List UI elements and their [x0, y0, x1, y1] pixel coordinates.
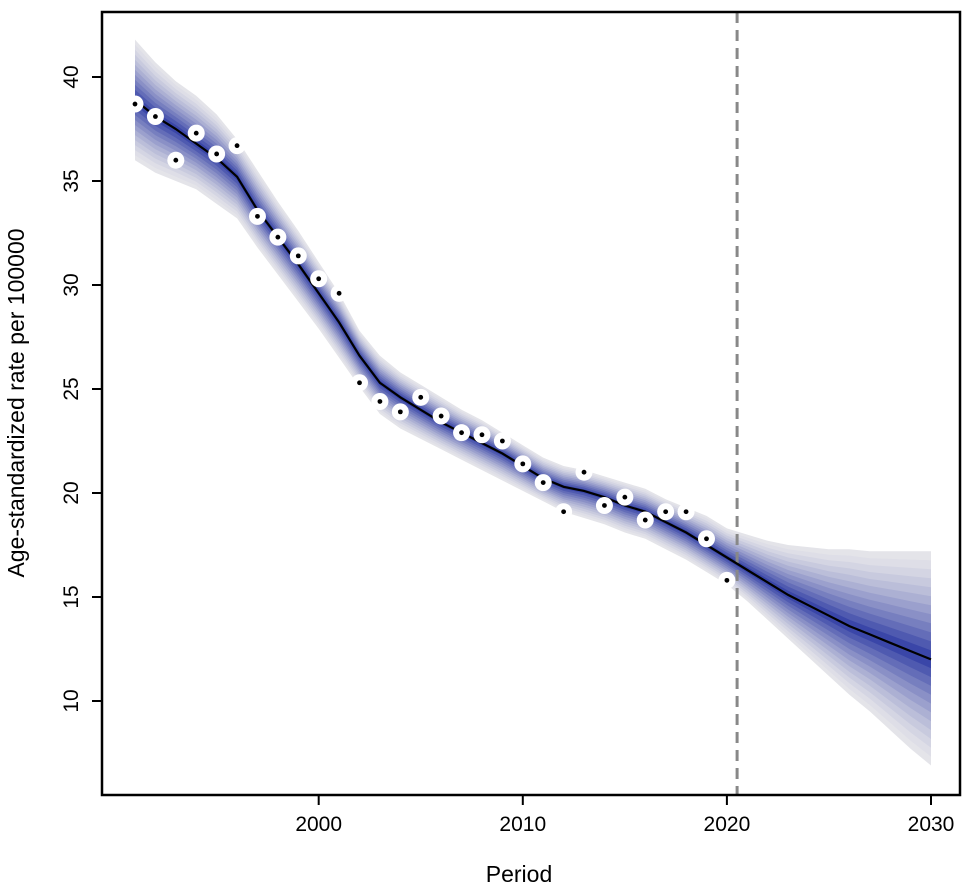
- observed-point-dot: [193, 130, 199, 136]
- uncertainty-bands: [135, 39, 931, 766]
- observed-point-dot: [132, 101, 138, 107]
- observed-point: [289, 247, 307, 265]
- observed-point-dot: [214, 151, 220, 157]
- observed-point-dot: [622, 494, 628, 500]
- observed-point-dot: [683, 509, 689, 515]
- observed-point: [248, 207, 266, 225]
- observed-point: [657, 503, 675, 521]
- y-axis-title: Age-standardized rate per 100000: [3, 228, 29, 577]
- y-tick-label: 20: [60, 481, 83, 504]
- observed-point: [351, 374, 369, 392]
- observed-point-dot: [275, 234, 281, 240]
- y-tick-label: 35: [60, 169, 83, 192]
- observed-point-dot: [173, 157, 179, 163]
- observed-point: [208, 145, 226, 163]
- observed-point-dot: [724, 577, 730, 583]
- y-tick-label: 10: [60, 689, 83, 712]
- observed-point-dot: [459, 430, 464, 436]
- observed-point-dot: [499, 438, 505, 444]
- observed-point: [167, 151, 185, 169]
- observed-point: [718, 571, 736, 589]
- observed-point: [697, 530, 715, 548]
- y-axis: 10 15 20 25 30 35 40: [60, 65, 102, 713]
- y-tick-label: 15: [60, 585, 83, 608]
- observed-point-dot: [153, 114, 158, 119]
- observed-point-dot: [234, 143, 240, 149]
- observed-point: [616, 488, 634, 506]
- observed-point-dot: [520, 461, 526, 467]
- observed-point-dot: [561, 509, 567, 515]
- observed-point-dot: [540, 480, 546, 485]
- observed-point-dot: [377, 399, 383, 404]
- observed-point: [595, 496, 613, 514]
- observed-point-dot: [316, 276, 322, 282]
- observed-point-dot: [479, 432, 485, 438]
- observed-point: [677, 503, 695, 521]
- y-tick-label: 25: [60, 377, 83, 400]
- uncertainty-band-11: [135, 89, 931, 678]
- observed-point: [228, 137, 246, 155]
- observed-point-dot: [438, 413, 444, 419]
- observed-point-dot: [397, 409, 403, 415]
- observed-point: [146, 108, 164, 126]
- observed-point-dot: [704, 536, 709, 542]
- x-tick-label: 2030: [908, 813, 955, 836]
- observed-point: [269, 228, 287, 246]
- observed-point: [555, 503, 573, 521]
- observed-points: [126, 95, 736, 589]
- observed-point: [432, 407, 450, 425]
- plot-frame: [100, 10, 962, 797]
- observed-point-dot: [295, 253, 301, 259]
- observed-point-dot: [357, 380, 362, 386]
- observed-point: [636, 511, 654, 529]
- fitted-line: [134, 99, 932, 661]
- observed-point: [371, 392, 389, 410]
- observed-point: [126, 95, 144, 113]
- observed-point: [534, 474, 552, 492]
- observed-point-dot: [581, 469, 587, 475]
- observed-point-dot: [418, 394, 424, 400]
- observed-point: [453, 424, 471, 442]
- observed-point: [493, 432, 511, 450]
- observed-point-dot: [602, 503, 607, 508]
- uncertainty-band-1: [135, 39, 931, 766]
- observed-point-dot: [663, 509, 669, 515]
- observed-point-dot: [642, 517, 648, 523]
- observed-point: [575, 463, 593, 481]
- observed-point: [310, 270, 328, 288]
- observed-point-dot: [255, 213, 260, 219]
- observed-point: [187, 124, 205, 142]
- observed-point: [473, 426, 491, 444]
- observed-point-dot: [336, 290, 342, 296]
- y-tick-label: 40: [60, 65, 83, 88]
- observed-point: [330, 284, 348, 302]
- x-axis-title: Period: [486, 861, 552, 884]
- observed-point: [391, 403, 409, 421]
- x-tick-label: 2000: [295, 813, 342, 836]
- x-axis: 2000 2010 2020 2030: [295, 795, 954, 836]
- observed-point: [514, 455, 532, 473]
- x-tick-label: 2020: [704, 813, 751, 836]
- x-tick-label: 2010: [499, 813, 546, 836]
- observed-point: [412, 388, 430, 406]
- y-tick-label: 30: [60, 273, 83, 296]
